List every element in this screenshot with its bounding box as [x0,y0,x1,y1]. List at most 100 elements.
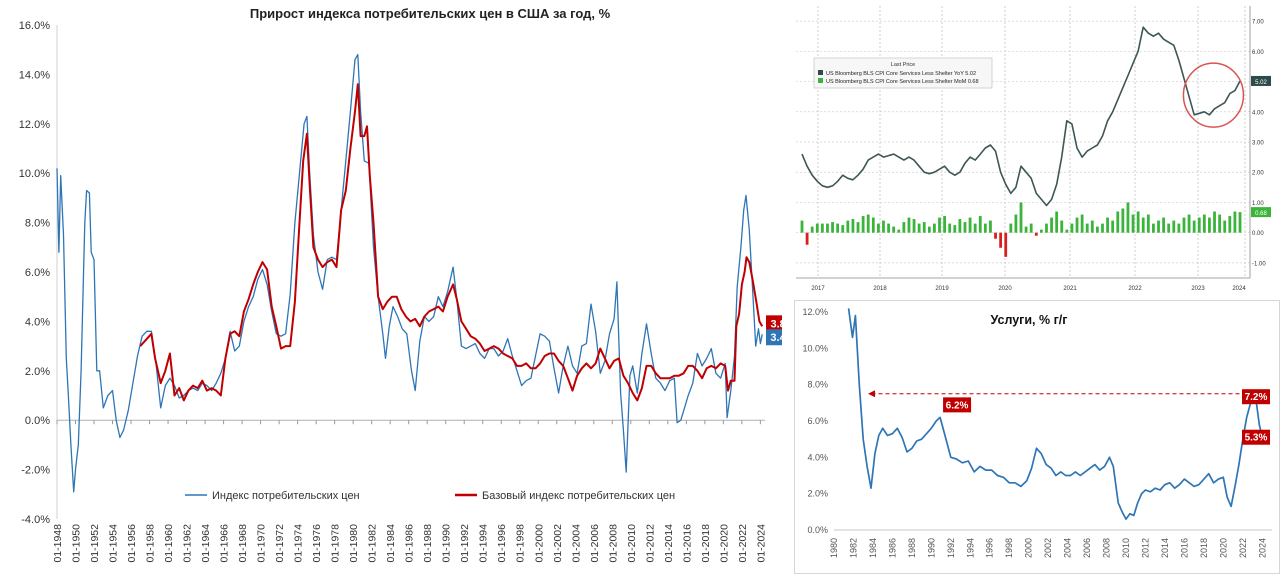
x-tick-label: 01-2020 [718,524,730,563]
x-tick-label: 01-1982 [367,524,379,563]
x-tick-label: 01-1980 [348,524,360,563]
mom-bar [1014,214,1018,233]
mom-bar [907,217,911,233]
y-tick-label: 3.00 [1252,141,1264,147]
chart-legend: Индекс потребительских цен Базовый индекс… [185,490,675,502]
mom-bar [1162,217,1166,233]
x-tick-label: 2008 [1102,538,1112,558]
x-tick-label: 01-2024 [755,524,767,563]
x-tick-label: 01-2022 [737,524,749,563]
y-tick-label: 6.0% [807,416,828,426]
legend-entry: Базовый индекс потребительских цен [482,490,675,502]
mom-bar [1019,202,1023,233]
x-tick-label: 2022 [1128,286,1142,292]
mom-bar [1070,223,1074,233]
mom-bar [999,232,1003,248]
mom-bar [1202,214,1206,233]
mom-bar [1111,220,1115,233]
x-tick-label: 2021 [1063,286,1077,292]
x-tick-label: 01-1956 [126,524,138,563]
mom-bar [1065,229,1069,233]
legend-entry: Индекс потребительских цен [212,490,360,502]
annotation-box [1242,429,1270,445]
mom-bar [963,222,967,233]
x-tick-label: 01-2014 [663,524,675,563]
mom-last-text: 0.68 [1255,211,1267,217]
y-tick-label: 10.0% [802,343,828,353]
x-tick-label: 01-2006 [589,524,601,563]
mom-bar [1167,223,1171,233]
mom-bar [871,217,875,233]
x-tick-label: 2017 [811,286,825,292]
mom-bar [983,223,987,233]
x-tick-label: 1996 [985,538,995,558]
legend-swatch [818,78,823,83]
legend-entry: US Bloomberg BLS CPI Core Services Less … [826,71,976,77]
mom-bar [836,223,840,233]
mom-bar [800,220,804,233]
x-tick-label: 2024 [1232,286,1246,292]
mom-bar [1121,208,1125,233]
x-tick-label: 01-2008 [607,524,619,563]
mom-bar [1075,217,1079,233]
x-tick-label: 2014 [1160,538,1170,558]
mom-bar [1050,217,1053,233]
annotation-text: 7.2% [1245,392,1268,403]
x-tick-label: 01-2010 [626,524,638,563]
services-line [847,308,1266,520]
end-value-label: 3.48% [766,329,782,346]
x-tick-label: 01-1994 [478,524,490,563]
mom-bar [978,216,982,233]
x-tick-label: 1990 [926,538,936,558]
mom-bar [846,220,850,233]
x-tick-label: 01-2002 [552,524,564,563]
y-tick-label: 6.00 [1252,50,1264,56]
reference-arrow-head [868,390,876,398]
x-tick-label: 1984 [868,538,878,558]
value-annotation: 5.3% [1242,429,1270,445]
mom-bar [927,226,931,233]
annotation-box [943,397,972,413]
mom-bar [1131,214,1135,233]
mom-last-box [1251,207,1271,218]
x-tick-label: 2018 [1199,538,1209,558]
end-value-box [766,315,782,332]
x-tick-label: 01-1986 [404,524,416,563]
mom-bar [1152,223,1155,233]
y-tick-label: 0.0% [25,415,50,427]
mom-bar [1182,217,1186,233]
mom-bar [973,223,977,233]
mom-bar [938,217,941,233]
x-tick-label: 01-1998 [515,524,527,563]
yoy-line [801,26,1241,207]
x-tick-label: 01-2012 [644,524,656,563]
x-tick-label: 01-2000 [533,524,545,563]
mom-bar [994,232,997,239]
chart-title: Прирост индекса потребительских цен в СШ… [250,6,611,21]
mom-bar [1024,226,1028,233]
annotation-text: 6.2% [946,400,969,411]
x-tick-label: 1998 [1004,538,1014,558]
y-tick-label: 1.00 [1252,201,1264,207]
mom-bar [1060,220,1064,233]
end-value-text: 3.48% [770,332,782,344]
y-tick-label: 2.00 [1252,171,1264,177]
y-tick-label: 14.0% [19,69,50,81]
mom-bar [1009,223,1013,233]
x-tick-label: 01-1948 [52,524,64,563]
x-tick-label: 2000 [1024,538,1034,558]
mom-bar [1101,223,1104,233]
mom-bar [1106,217,1109,233]
legend-title: Last Price [891,62,915,68]
x-tick-label: 01-2004 [570,524,582,563]
mom-bar [912,219,916,233]
x-tick-label: 2016 [1179,538,1189,558]
mom-bar [1080,214,1084,233]
mom-bar [810,226,814,233]
mom-bar [1045,223,1048,233]
mom-bar [820,223,824,233]
core-services-less-shelter-chart: -1.000.001.002.003.004.005.006.007.00201… [790,0,1280,296]
mom-bar [1004,232,1008,257]
x-tick-label: 01-1992 [459,524,471,563]
x-tick-label: 1980 [829,538,839,558]
